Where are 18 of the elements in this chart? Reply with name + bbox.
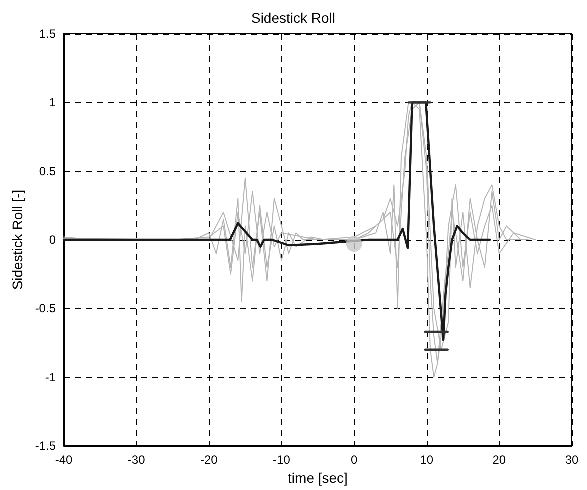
x-tick-label: 0: [350, 453, 358, 467]
y-axis-title: Sidestick Roll [-]: [9, 190, 26, 290]
y-tick-label: -1.5: [35, 439, 56, 453]
chart-title: Sidestick Roll: [251, 10, 336, 26]
x-tick-label: 30: [565, 453, 579, 467]
x-tick-label: -40: [55, 453, 73, 467]
x-tick-label: -20: [200, 453, 218, 467]
x-tick-label: -30: [128, 453, 146, 467]
y-tick-label: -0.5: [35, 302, 56, 316]
x-tick-label: 20: [492, 453, 506, 467]
x-tick-label: 10: [420, 453, 434, 467]
y-tick-label: 0.5: [39, 164, 56, 178]
y-tick-label: 1: [49, 96, 56, 110]
x-axis-title: time [sec]: [288, 470, 348, 486]
x-tick-label: -10: [273, 453, 291, 467]
y-tick-label: -1: [45, 370, 56, 384]
y-tick-label: 1.5: [39, 27, 56, 41]
y-tick-label: 0: [49, 233, 56, 247]
